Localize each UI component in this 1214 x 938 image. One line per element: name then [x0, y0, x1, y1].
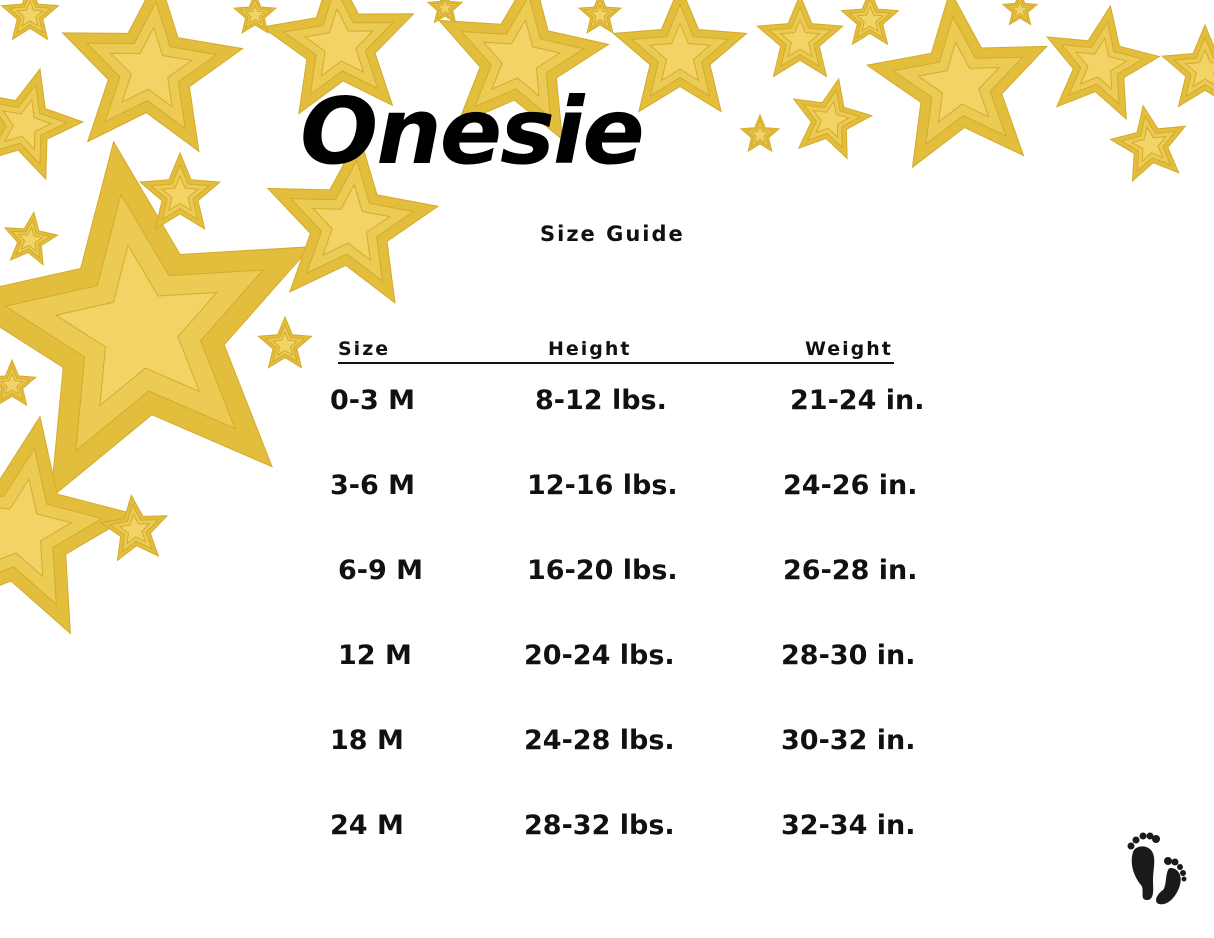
star-shape [17, 226, 44, 253]
baby-footprints-icon [1127, 832, 1187, 905]
cell-size: 0-3 M [330, 385, 416, 416]
header-height: Height [548, 338, 632, 360]
star-shape [2, 98, 53, 151]
star-shape [0, 477, 73, 578]
table-header: Size Height Weight [338, 338, 894, 364]
star-shape [0, 372, 24, 396]
cell-size: 6-9 M [338, 555, 424, 586]
header-weight: Weight [805, 338, 893, 360]
star-shape [1130, 126, 1168, 163]
cell-height: 28-32 lbs. [524, 810, 675, 841]
star-shape [1011, 0, 1029, 18]
star-shape [160, 174, 200, 212]
subtitle: Size Guide [540, 222, 685, 246]
cell-weight: 28-30 in. [781, 640, 916, 671]
star-shape [118, 512, 151, 545]
star-shape [271, 331, 299, 357]
star-shape [648, 22, 712, 82]
table-row: 6-9 M 16-20 lbs. 26-28 in. [0, 555, 1214, 595]
star-shape [109, 26, 193, 108]
cell-weight: 21-24 in. [790, 385, 925, 416]
cell-height: 16-20 lbs. [527, 555, 678, 586]
star-shape [244, 3, 266, 25]
table-row: 0-3 M 8-12 lbs. 21-24 in. [0, 385, 1214, 425]
star-shape [779, 18, 821, 58]
star-shape [812, 100, 851, 139]
cell-height: 20-24 lbs. [524, 640, 675, 671]
star-shape [855, 5, 885, 32]
cell-height: 12-16 lbs. [527, 470, 678, 501]
table-row: 24 M 28-32 lbs. 32-34 in. [0, 810, 1214, 850]
star-shape [311, 183, 391, 262]
cell-weight: 30-32 in. [781, 725, 916, 756]
star-shape [54, 244, 218, 407]
cell-size: 24 M [330, 810, 404, 841]
cell-size: 12 M [338, 640, 412, 671]
cell-height: 24-28 lbs. [524, 725, 675, 756]
cell-size: 18 M [330, 725, 404, 756]
star-shape [15, 0, 45, 27]
star-shape [589, 3, 611, 25]
star-shape [750, 124, 770, 144]
cell-weight: 32-34 in. [781, 810, 916, 841]
table-row: 18 M 24-28 lbs. 30-32 in. [0, 725, 1214, 765]
star-shape [1075, 37, 1128, 91]
table-row: 12 M 20-24 lbs. 28-30 in. [0, 640, 1214, 680]
cell-height: 8-12 lbs. [535, 385, 667, 416]
cell-size: 3-6 M [330, 470, 416, 501]
star-shape [436, 0, 454, 16]
star-shape [482, 18, 562, 97]
cell-weight: 26-28 in. [783, 555, 918, 586]
table-row: 3-6 M 12-16 lbs. 24-26 in. [0, 470, 1214, 510]
page-title: Onesie [300, 78, 645, 185]
star-shape [1184, 48, 1214, 88]
star-shape [916, 41, 1001, 124]
header-size: Size [338, 338, 391, 360]
star-shape [303, 7, 375, 78]
cell-weight: 24-26 in. [783, 470, 918, 501]
